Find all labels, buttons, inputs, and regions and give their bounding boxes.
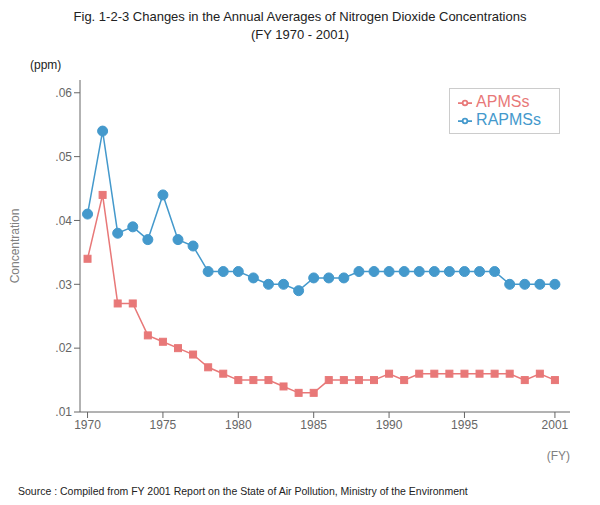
svg-text:.02: .02 [55, 341, 72, 355]
svg-text:1985: 1985 [300, 418, 327, 432]
svg-text:.04: .04 [55, 214, 72, 228]
svg-text:1995: 1995 [451, 418, 478, 432]
html-text:Source : Compiled from FY 2001: Source : Compiled from FY 2001 Report on… [18, 485, 468, 497]
html-text:(FY 1970 - 2001): (FY 1970 - 2001) [251, 27, 349, 42]
svg-text:Concentration: Concentration [8, 209, 22, 284]
html-text:APMSs: APMSs [476, 93, 530, 110]
svg-text:.03: .03 [55, 278, 72, 292]
html-text:RAPMSs: RAPMSs [476, 111, 541, 128]
svg-text:(FY): (FY) [547, 449, 570, 463]
html-text:(ppm): (ppm) [30, 58, 62, 72]
svg-text:.06: .06 [55, 86, 72, 100]
svg-text:1970: 1970 [74, 418, 101, 432]
svg-text:2001: 2001 [542, 418, 569, 432]
svg-text:1980: 1980 [225, 418, 252, 432]
svg-text:.05: .05 [55, 150, 72, 164]
html-text:Fig. 1-2-3 Changes in the Annu: Fig. 1-2-3 Changes in the Annual Average… [73, 9, 527, 24]
svg-text:1990: 1990 [376, 418, 403, 432]
svg-text:1975: 1975 [150, 418, 177, 432]
svg-text:.01: .01 [55, 405, 72, 419]
